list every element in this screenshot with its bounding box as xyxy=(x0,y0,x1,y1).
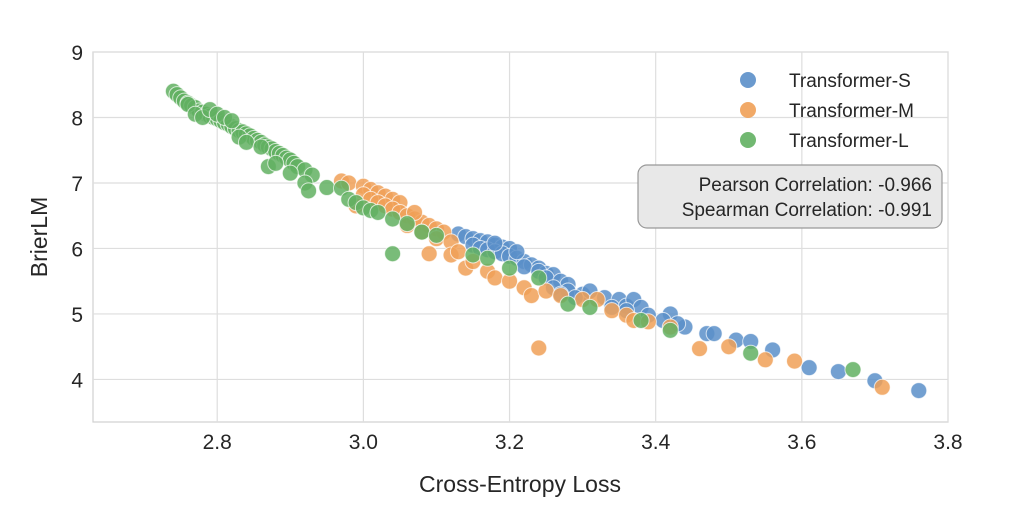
x-tick-label: 3.8 xyxy=(933,431,962,454)
legend-label: Transformer-M xyxy=(789,101,914,122)
x-tick-label: 3.4 xyxy=(641,431,671,454)
point-transformer-m xyxy=(720,338,738,356)
data-points xyxy=(164,82,928,400)
point-transformer-s xyxy=(910,382,928,400)
point-transformer-l xyxy=(281,164,299,182)
y-tick-label: 5 xyxy=(71,304,83,327)
point-transformer-l xyxy=(559,295,577,313)
annotation-box xyxy=(637,164,943,229)
point-transformer-l xyxy=(384,245,402,263)
point-transformer-l xyxy=(384,210,402,228)
point-transformer-s xyxy=(508,243,526,261)
point-transformer-m xyxy=(603,302,621,320)
point-transformer-l xyxy=(252,138,270,156)
point-transformer-l xyxy=(530,269,548,287)
x-tick-labels: 2.8 3.0 3.2 3.4 3.6 3.8 xyxy=(203,431,963,454)
point-transformer-m xyxy=(449,243,467,261)
point-transformer-l xyxy=(632,311,650,329)
x-axis-label: Cross-Entropy Loss xyxy=(419,471,621,497)
point-transformer-m xyxy=(691,340,709,358)
legend-label: Transformer-S xyxy=(789,71,911,92)
point-transformer-m xyxy=(420,245,438,263)
legend-marker-transformer-l xyxy=(740,132,756,148)
point-transformer-m xyxy=(522,287,540,305)
point-transformer-m xyxy=(530,339,548,357)
point-transformer-m xyxy=(786,352,804,370)
point-transformer-l xyxy=(223,112,241,130)
y-tick-label: 8 xyxy=(71,107,83,130)
x-tick-label: 2.8 xyxy=(203,431,232,454)
point-transformer-s xyxy=(705,325,723,343)
y-tick-label: 9 xyxy=(71,42,83,65)
point-transformer-l xyxy=(742,344,760,362)
x-tick-label: 3.6 xyxy=(787,431,816,454)
x-tick-label: 3.2 xyxy=(495,431,524,454)
y-tick-label: 7 xyxy=(71,173,83,196)
pearson-correlation-text: Pearson Correlation: -0.966 xyxy=(699,175,932,196)
y-tick-label: 4 xyxy=(71,369,83,392)
point-transformer-l xyxy=(479,249,497,267)
legend-marker-transformer-s xyxy=(740,72,756,88)
legend-marker-transformer-m xyxy=(740,102,756,118)
correlation-annotation: Pearson Correlation: -0.966 Spearman Cor… xyxy=(637,164,943,229)
point-transformer-m xyxy=(486,269,504,287)
point-transformer-m xyxy=(756,351,774,369)
point-transformer-l xyxy=(464,246,482,264)
legend: Transformer-S Transformer-M Transformer-L xyxy=(740,71,914,152)
point-transformer-s xyxy=(800,359,818,377)
point-transformer-l xyxy=(581,298,599,316)
point-transformer-s xyxy=(829,363,847,381)
legend-label: Transformer-L xyxy=(789,131,909,152)
point-transformer-l xyxy=(427,226,445,244)
point-transformer-m xyxy=(873,378,891,396)
point-transformer-l xyxy=(501,259,519,277)
point-transformer-l xyxy=(267,154,285,172)
point-transformer-l xyxy=(661,321,679,339)
point-transformer-l xyxy=(318,179,336,197)
point-transformer-s xyxy=(486,234,504,252)
point-transformer-l xyxy=(237,133,255,151)
spearman-correlation-text: Spearman Correlation: -0.991 xyxy=(682,200,932,221)
point-transformer-s xyxy=(515,258,533,276)
y-axis-label: BrierLM xyxy=(26,197,52,278)
x-tick-label: 3.0 xyxy=(349,431,378,454)
point-transformer-l xyxy=(413,223,431,241)
point-transformer-l xyxy=(844,361,862,379)
point-transformer-l xyxy=(398,215,416,233)
point-transformer-l xyxy=(300,182,318,200)
y-tick-label: 6 xyxy=(71,238,83,261)
y-tick-labels: 4 5 6 7 8 9 xyxy=(71,42,83,392)
point-transformer-l xyxy=(369,203,387,221)
